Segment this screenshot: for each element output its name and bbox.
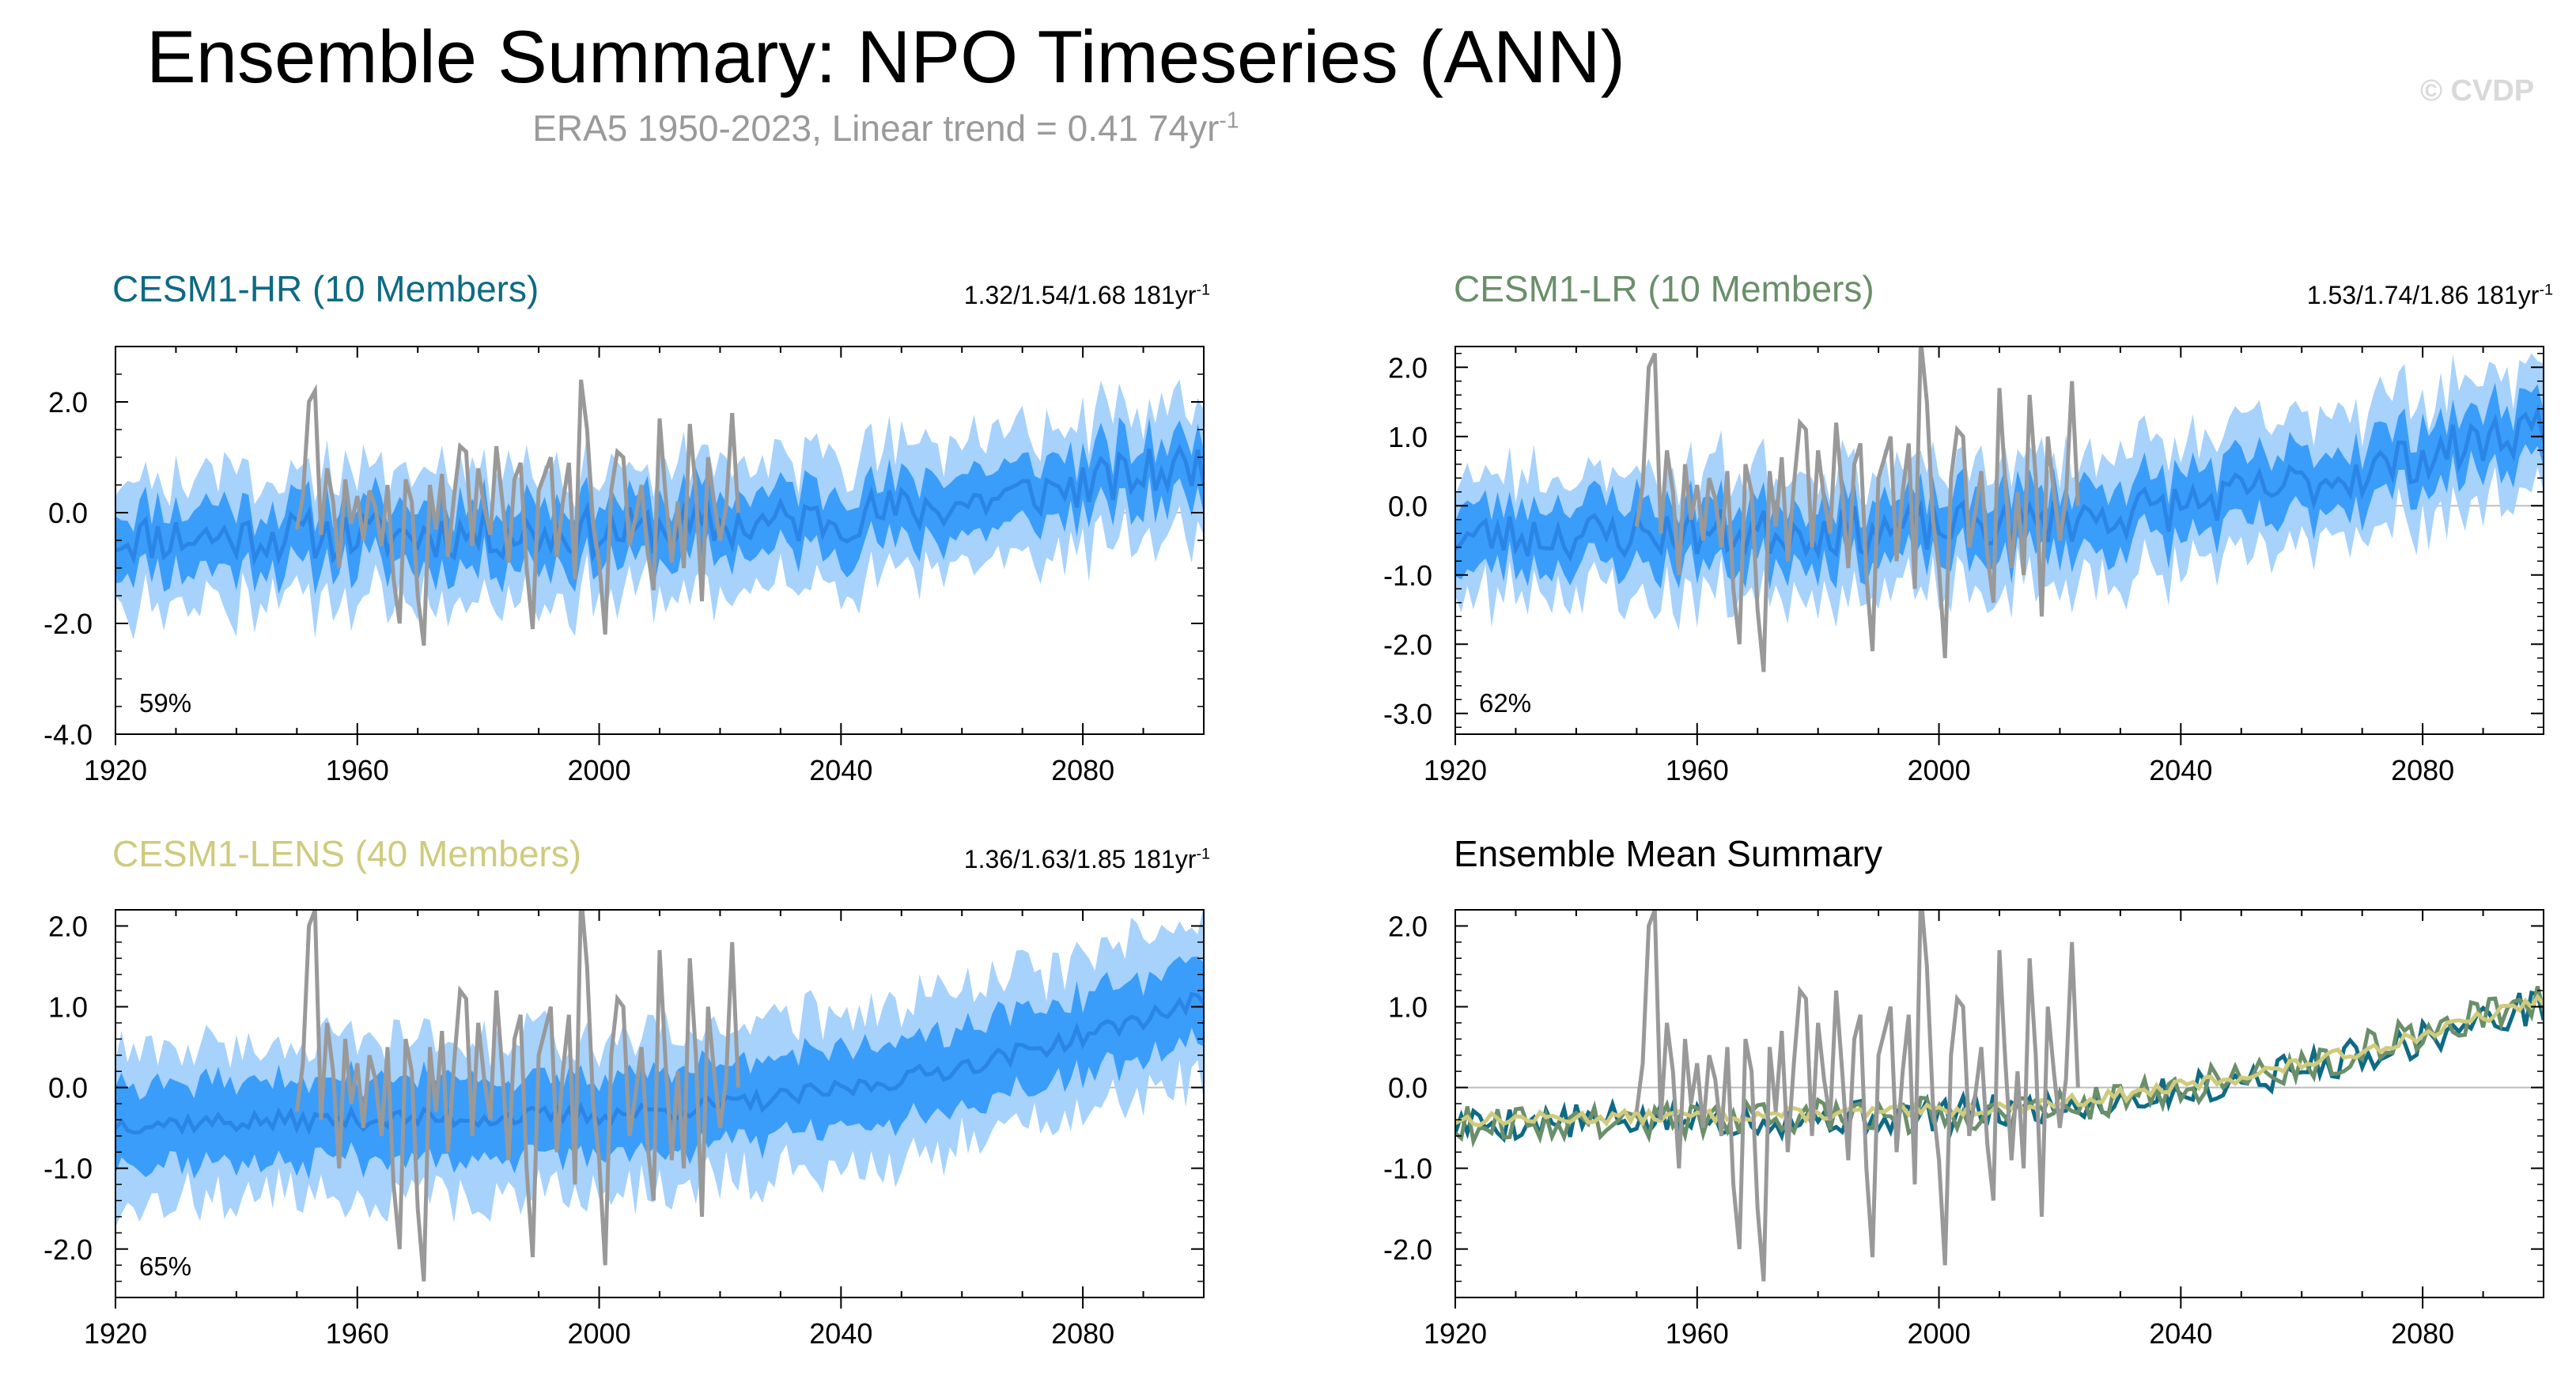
observations-line: [294, 910, 740, 1282]
x-tick-label: 2040: [2149, 754, 2212, 786]
y-tick-label: -2.0: [44, 1233, 93, 1266]
x-tick-label: 2080: [2391, 1317, 2454, 1350]
y-tick-label: -1.0: [1383, 1153, 1432, 1185]
plot-area-hr: [115, 379, 1204, 646]
y-tick-label: -1.0: [1383, 559, 1432, 592]
y-tick-label: -2.0: [1383, 628, 1432, 661]
y-tick-label: -2.0: [44, 608, 93, 640]
x-tick-label: 2000: [1908, 754, 1971, 786]
trend-stat-lens: 1.36/1.63/1.85 181yr-1: [799, 845, 1210, 874]
y-tick-label: 0.0: [48, 497, 88, 529]
x-tick-label: 2040: [809, 754, 872, 786]
x-tick-label: 2080: [2391, 754, 2454, 786]
trend-stat-lr-text: 1.53/1.74/1.86 181yr: [2306, 281, 2540, 309]
page-title: Ensemble Summary: NPO Timeseries (ANN): [146, 15, 1625, 98]
y-tick-label: 1.0: [48, 991, 88, 1024]
observations-line: [1634, 347, 2080, 672]
x-tick-label: 2040: [2149, 1317, 2212, 1350]
y-tick-label: -4.0: [44, 718, 93, 751]
trend-stat-hr-text: 1.32/1.54/1.68 181yr: [963, 281, 1197, 309]
y-tick-label: 0.0: [1388, 1072, 1428, 1104]
y-tick-label: 2.0: [1388, 910, 1428, 942]
trend-stat-lens-text: 1.36/1.63/1.85 181yr: [963, 845, 1197, 873]
trend-stat-lr-exponent: -1: [2539, 281, 2553, 299]
plot-area-lr: [1455, 347, 2544, 672]
page-subtitle: ERA5 1950-2023, Linear trend = 0.41 74yr…: [0, 107, 1772, 150]
series-line-cesm1-lr: [1455, 986, 2544, 1148]
percent-label-hr: 59%: [139, 688, 191, 718]
trend-stat-hr: 1.32/1.54/1.68 181yr-1: [799, 281, 1210, 310]
panel-title-lens: CESM1-LENS (40 Members): [112, 833, 582, 874]
y-tick-label: 1.0: [1388, 421, 1428, 453]
x-tick-label: 1960: [1666, 754, 1729, 786]
subtitle-text: ERA5 1950-2023, Linear trend = 0.41 74yr: [532, 108, 1220, 149]
y-tick-label: -3.0: [1383, 698, 1432, 730]
subtitle-exponent: -1: [1219, 108, 1239, 134]
trend-stat-lens-exponent: -1: [1196, 845, 1210, 863]
x-tick-label: 2040: [809, 1317, 872, 1350]
x-tick-label: 2000: [1908, 1317, 1971, 1350]
series-line-cesm1-hr: [1455, 990, 2544, 1143]
percent-label-lr: 62%: [1479, 688, 1531, 718]
x-tick-label: 2080: [1051, 1317, 1114, 1350]
observations-line: [294, 379, 740, 646]
panel-title-lr: CESM1-LR (10 Members): [1454, 268, 1874, 309]
y-tick-label: 0.0: [1388, 490, 1428, 522]
percent-label-lens: 65%: [139, 1252, 191, 1281]
ensemble-mean-line: [115, 991, 1204, 1135]
y-tick-label: 2.0: [48, 910, 88, 942]
y-tick-label: 1.0: [1388, 991, 1428, 1024]
plot-area-lens: [115, 910, 1204, 1282]
panel-title-summary: Ensemble Mean Summary: [1454, 833, 1882, 874]
x-tick-label: 1960: [1666, 1317, 1729, 1350]
x-tick-label: 1960: [326, 754, 389, 786]
panel-title-hr: CESM1-HR (10 Members): [112, 268, 539, 309]
y-tick-label: 2.0: [1388, 351, 1428, 384]
y-tick-label: 2.0: [48, 386, 88, 419]
x-tick-label: 1920: [1424, 1317, 1487, 1350]
x-tick-label: 1920: [1424, 754, 1487, 786]
trend-stat-lr: 1.53/1.74/1.86 181yr-1: [2142, 281, 2553, 310]
trend-stat-hr-exponent: -1: [1196, 281, 1210, 299]
x-tick-label: 2000: [568, 1317, 631, 1350]
copyright-watermark: © CVDP: [2420, 74, 2535, 108]
y-tick-label: 0.0: [48, 1072, 88, 1104]
x-tick-label: 2000: [568, 754, 631, 786]
observations-line: [1634, 910, 2080, 1282]
y-tick-label: -2.0: [1383, 1233, 1432, 1266]
x-tick-label: 1920: [84, 754, 147, 786]
y-tick-label: -1.0: [44, 1153, 93, 1185]
x-tick-label: 1960: [326, 1317, 389, 1350]
plot-area-summary: [1455, 910, 2544, 1282]
x-tick-label: 1920: [84, 1317, 147, 1350]
x-tick-label: 2080: [1051, 754, 1114, 786]
